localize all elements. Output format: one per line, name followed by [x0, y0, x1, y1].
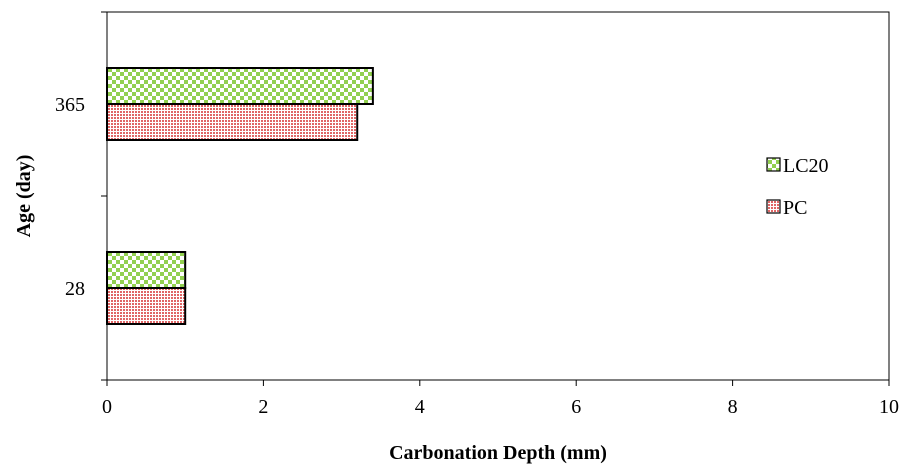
- y-axis-title: Age (day): [13, 155, 35, 238]
- x-axis-ticks: 0 2 4 6 8 10: [102, 380, 899, 418]
- x-tick-label: 10: [879, 396, 899, 418]
- x-tick-label: 8: [728, 396, 738, 418]
- legend-swatch-lc20: [766, 157, 781, 172]
- y-tick-label: 365: [55, 94, 85, 116]
- legend-label-lc20: LC20: [783, 155, 829, 177]
- bar-pc-28: [106, 287, 187, 325]
- legend: LC20 PC: [766, 155, 829, 219]
- bar-pc-365: [106, 103, 359, 141]
- bar-lc20-365: [106, 67, 374, 105]
- legend-swatch-pc: [766, 199, 781, 214]
- x-axis-title: Carbonation Depth (mm): [389, 442, 607, 464]
- bar-lc20-28: [106, 251, 187, 289]
- bars-group: [106, 67, 374, 325]
- y-axis-ticks: 28 365: [55, 11, 107, 381]
- x-tick-label: 0: [102, 396, 112, 418]
- x-tick-label: 4: [415, 396, 425, 418]
- x-tick-label: 2: [258, 396, 268, 418]
- y-tick-label: 28: [65, 278, 85, 300]
- x-tick-label: 6: [571, 396, 581, 418]
- legend-label-pc: PC: [783, 197, 807, 219]
